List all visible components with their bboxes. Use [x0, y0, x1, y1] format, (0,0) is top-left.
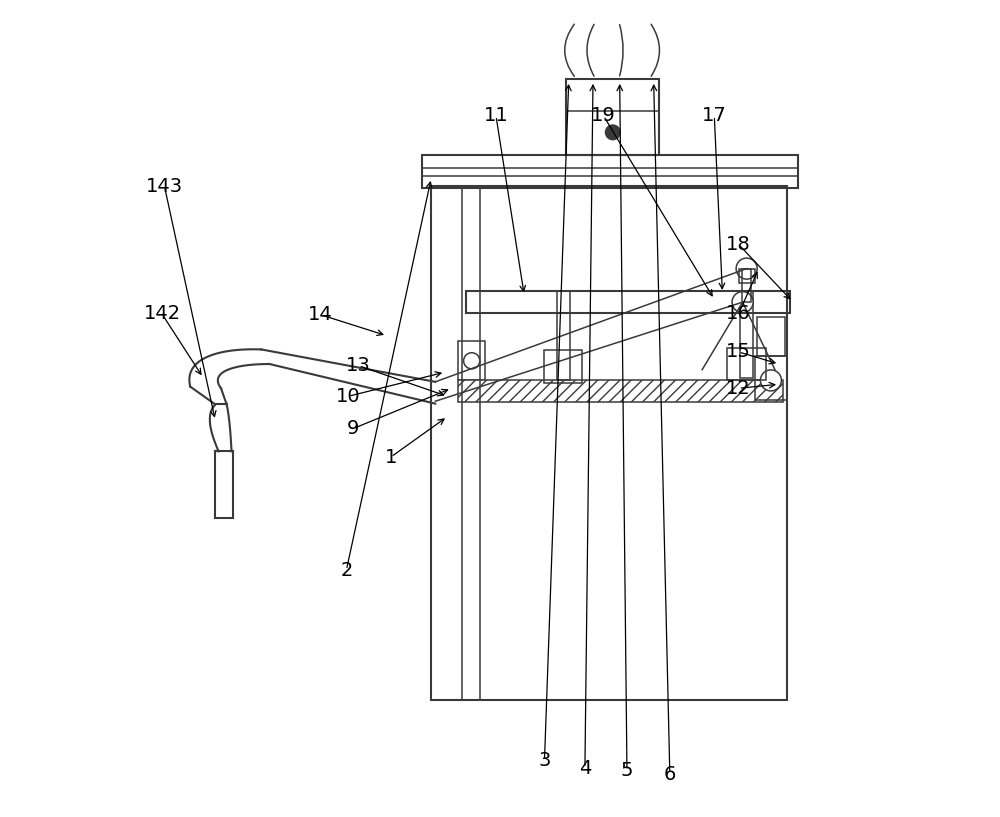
Bar	[742, 269, 751, 302]
Bar	[557, 291, 570, 380]
Text: 12: 12	[726, 379, 751, 398]
Bar	[422, 155, 798, 188]
Text: 143: 143	[146, 176, 183, 195]
Circle shape	[606, 125, 620, 140]
Text: 6: 6	[664, 765, 676, 784]
Text: 142: 142	[143, 305, 181, 324]
Text: 3: 3	[538, 751, 551, 770]
Bar	[566, 78, 659, 155]
Text: 4: 4	[579, 759, 591, 778]
Text: 14: 14	[308, 306, 333, 324]
Bar	[431, 186, 787, 699]
Bar	[755, 356, 787, 400]
Bar	[727, 348, 766, 380]
Text: 17: 17	[702, 106, 727, 125]
Text: 16: 16	[726, 305, 751, 324]
Bar	[739, 269, 755, 283]
Bar	[466, 291, 790, 313]
Circle shape	[736, 258, 757, 279]
Text: 13: 13	[346, 356, 371, 375]
Circle shape	[732, 292, 753, 313]
Text: 15: 15	[726, 342, 751, 361]
Bar	[458, 342, 485, 380]
Bar	[215, 451, 233, 518]
Text: 19: 19	[591, 106, 616, 125]
Text: 18: 18	[726, 234, 751, 254]
Text: 9: 9	[347, 419, 359, 438]
Text: 5: 5	[621, 761, 633, 780]
Text: 10: 10	[336, 387, 360, 406]
Bar	[458, 380, 783, 402]
Bar	[757, 317, 785, 356]
Bar	[544, 350, 582, 382]
Text: 2: 2	[340, 560, 353, 580]
Text: 1: 1	[385, 448, 397, 467]
Bar	[740, 291, 753, 377]
Circle shape	[760, 370, 781, 391]
Circle shape	[464, 353, 480, 368]
Text: 11: 11	[484, 106, 508, 125]
